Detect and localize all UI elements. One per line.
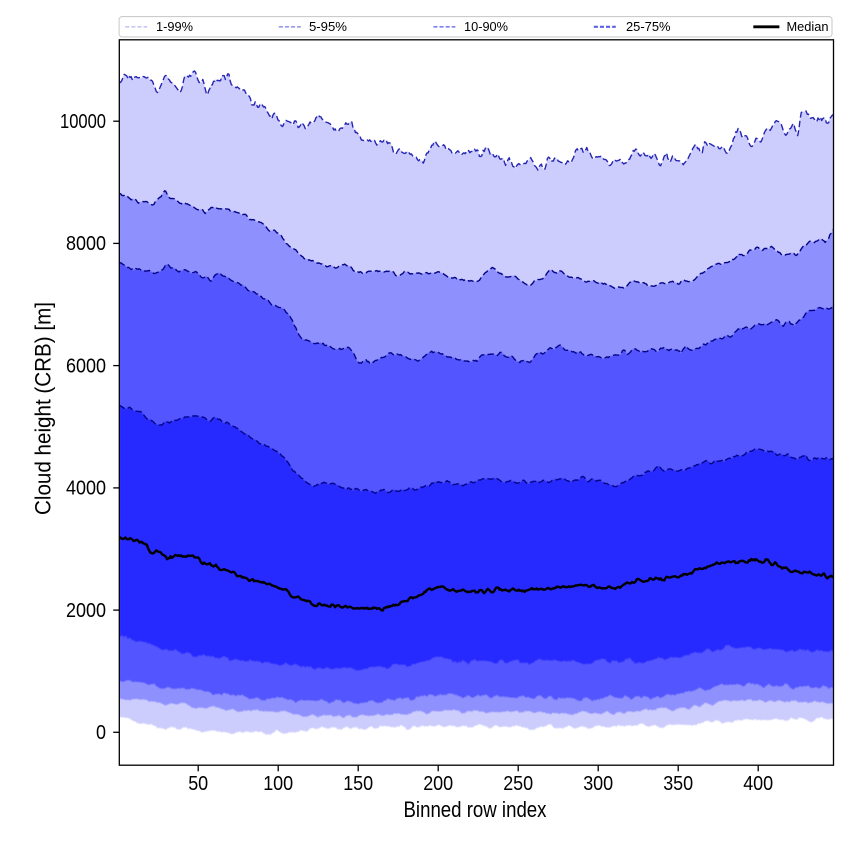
svg-text:150: 150 xyxy=(343,773,373,795)
svg-text:350: 350 xyxy=(663,773,693,795)
svg-text:0: 0 xyxy=(96,722,106,744)
svg-text:8000: 8000 xyxy=(66,233,106,255)
svg-text:Binned row index: Binned row index xyxy=(404,797,547,822)
svg-text:250: 250 xyxy=(503,773,533,795)
svg-text:50: 50 xyxy=(188,773,208,795)
svg-text:25-75%: 25-75% xyxy=(626,20,671,34)
svg-text:Cloud height (CRB) [m]: Cloud height (CRB) [m] xyxy=(31,302,56,515)
svg-text:1-99%: 1-99% xyxy=(156,20,193,34)
svg-text:300: 300 xyxy=(583,773,613,795)
svg-text:6000: 6000 xyxy=(66,355,106,377)
svg-text:400: 400 xyxy=(743,773,773,795)
svg-text:10-90%: 10-90% xyxy=(464,20,508,34)
svg-text:5-95%: 5-95% xyxy=(309,20,347,34)
svg-text:2000: 2000 xyxy=(66,600,106,622)
svg-text:10000: 10000 xyxy=(60,111,106,133)
svg-text:Median: Median xyxy=(787,20,829,34)
svg-text:4000: 4000 xyxy=(66,478,106,500)
svg-text:200: 200 xyxy=(423,773,453,795)
svg-text:100: 100 xyxy=(263,773,293,795)
